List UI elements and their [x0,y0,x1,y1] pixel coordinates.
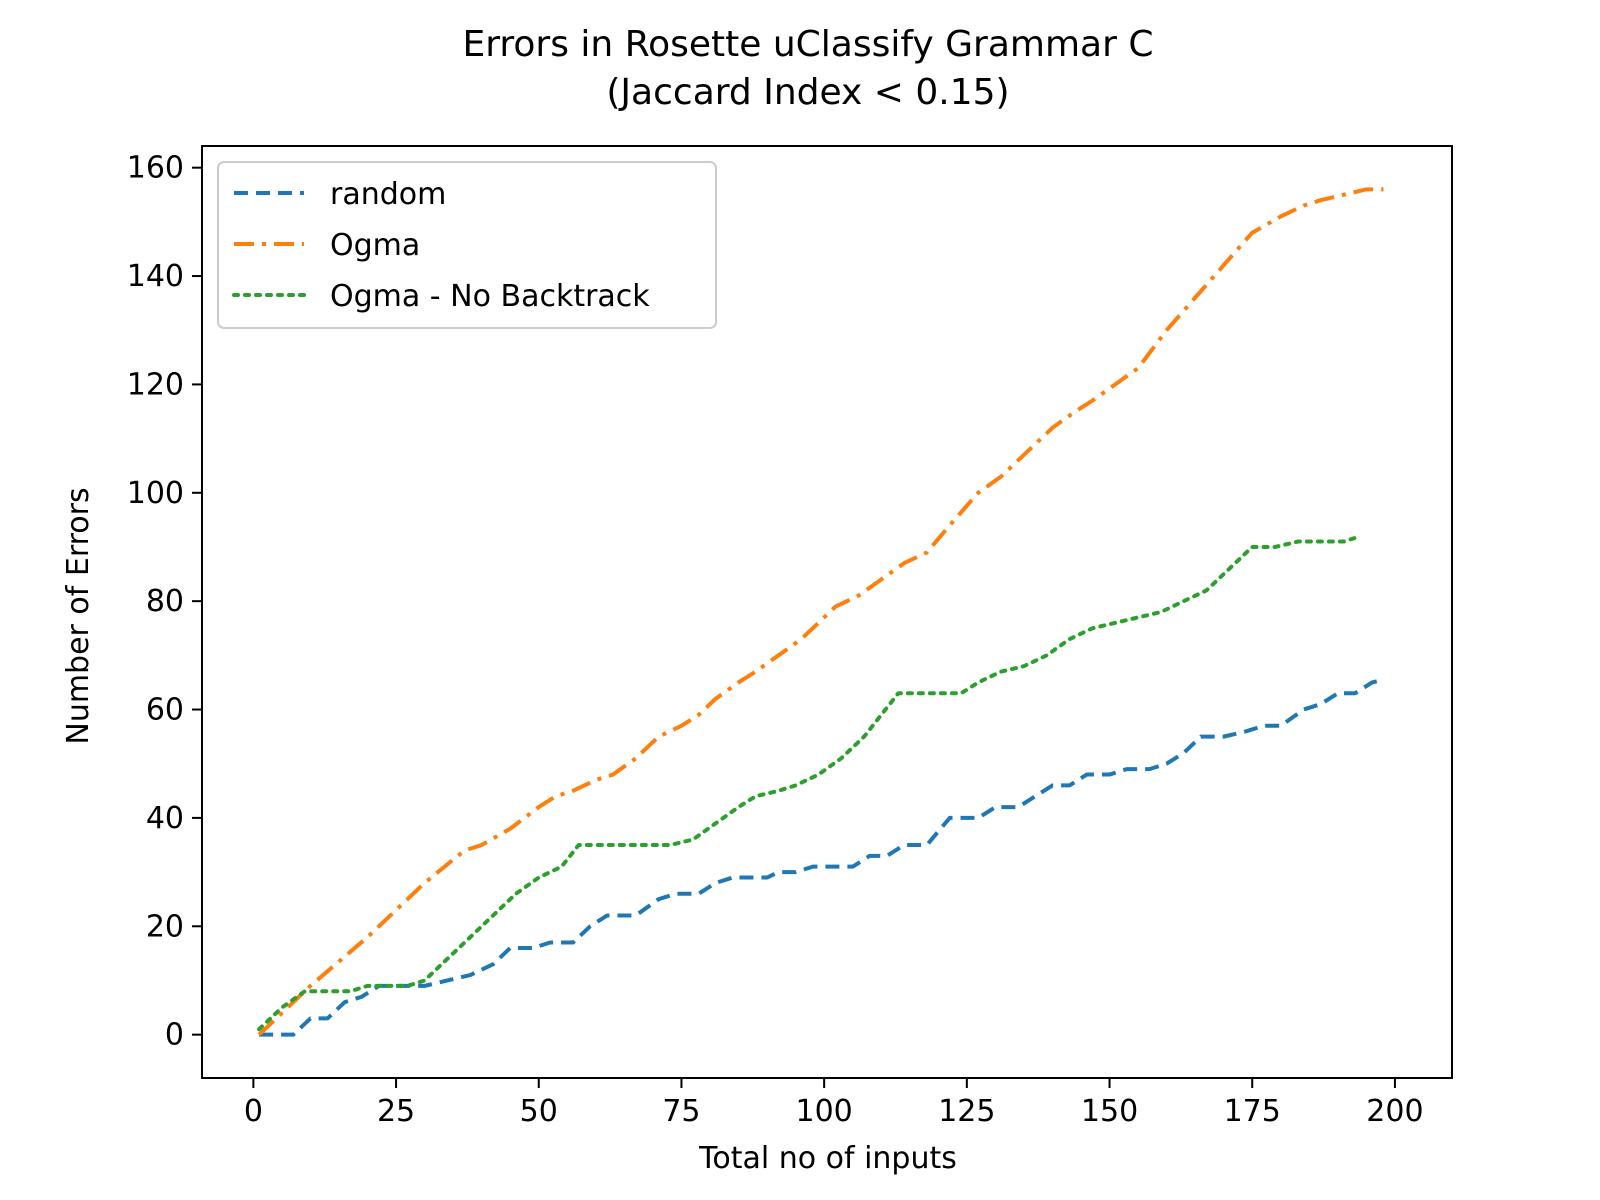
x-tick-label: 200 [1366,1094,1423,1129]
y-tick-label: 20 [146,909,184,944]
y-tick-label: 40 [146,801,184,836]
legend-label-1: random [330,177,446,212]
y-tick-label: 120 [127,367,184,402]
legend-label-3: Ogma - No Backtrack [330,279,650,314]
y-tick-label: 160 [127,151,184,186]
plot-area-frame [201,145,1453,1079]
chart-axes [201,145,1453,1079]
y-tick-label: 140 [127,259,184,294]
x-axis-label: Total no of inputs [698,1141,957,1176]
axis-ticks: 0 25 50 75 100 125 150 175 200 0 20 40 60 80 100 120 140… [127,151,1424,1129]
series-line-2 [257,187,1384,1037]
y-tick-label: 60 [146,693,184,728]
y-tick-label: 0 [165,1018,184,1053]
series-line-3 [257,534,1363,1032]
chart-title-line-1: Errors in Rosette uClassify Grammar C [462,24,1153,65]
chart-title-line-2: (Jaccard Index < 0.15) [606,72,1009,113]
y-tick-label: 100 [127,476,184,511]
x-tick-label: 50 [520,1094,558,1129]
chart-legend: random Ogma Ogma - No Backtrack [217,161,717,329]
legend-box [217,161,717,329]
x-tick-label: 25 [377,1094,415,1129]
x-tick-label: 100 [796,1094,853,1129]
legend-label-2: Ogma [330,228,420,263]
y-tick-label: 80 [146,584,184,619]
y-axis-label: Number of Errors [61,487,96,744]
x-tick-label: 175 [1224,1094,1281,1129]
x-tick-label: 150 [1081,1094,1138,1129]
chart-series-lines [257,187,1384,1037]
x-tick-label: 75 [662,1094,700,1129]
x-tick-label: 0 [244,1094,263,1129]
x-tick-label: 125 [938,1094,995,1129]
series-line-1 [259,677,1384,1037]
